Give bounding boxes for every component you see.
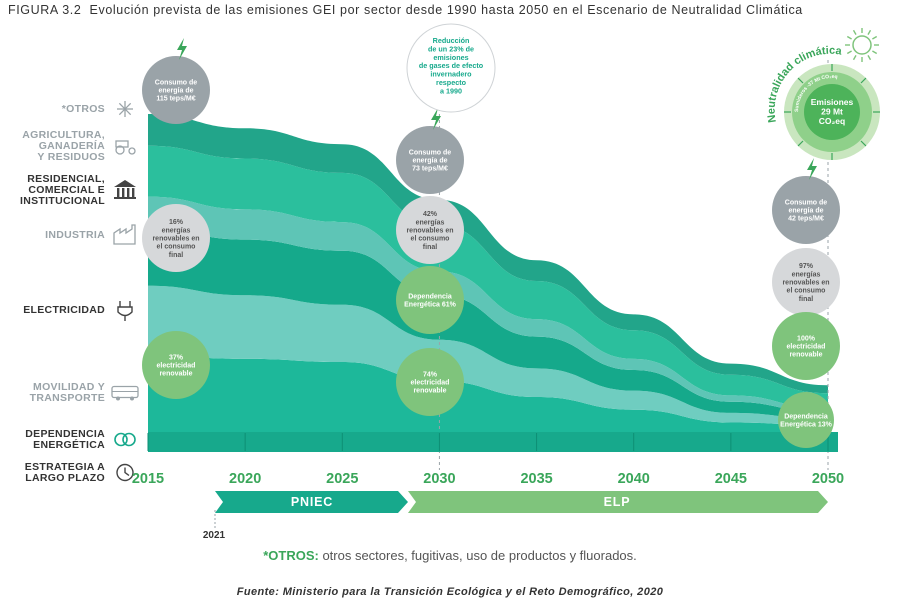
x-tick-2045: 2045 — [715, 471, 747, 487]
area-industria — [148, 228, 828, 420]
bubble-2015-industria: 16% energías renovables en el consumo final — [142, 204, 210, 272]
sector-label-dependencia: DEPENDENCIA ENERGÉTICA — [25, 428, 105, 451]
reduction-note: Reducción de un 23% de emisiones de gases d… — [406, 23, 496, 113]
figure-number: FIGURA 3.2 — [8, 3, 82, 17]
elp-arrow — [408, 491, 828, 513]
inflow-arrow — [797, 140, 804, 147]
x-tick-2040: 2040 — [618, 471, 650, 487]
bubble-circle — [772, 248, 840, 316]
bubble-circle — [142, 331, 210, 399]
sector-label-elec: ELECTRICIDAD — [23, 304, 105, 316]
bubble-text: Dependencia Energética 13% — [780, 413, 833, 428]
bubble-circle — [142, 56, 210, 124]
reduction-text: Reducción de un 23% de emisiones de gases d… — [419, 36, 484, 95]
bus-icon — [111, 385, 139, 401]
bubble-2030-movilidad: 74% electricidad renovable — [396, 348, 464, 416]
x-tick-2025: 2025 — [326, 471, 358, 487]
bubble-text: 74% electricidad renovable — [411, 371, 450, 394]
dependency-bar — [148, 432, 838, 452]
sector-label-otros: *OTROS — [62, 103, 105, 115]
bubble-2030-elec: Dependencia Energética 61% — [396, 266, 464, 334]
bubble-2015-otros: Consumo de energía de 115 teps/M€ — [142, 38, 210, 124]
neutrality-emissions-text: Emisiones 29 Mt CO₂eq — [811, 97, 854, 126]
inflow-arrow — [860, 140, 867, 147]
bolt-icon — [807, 158, 817, 180]
bubble-text: 100% electricidad renovable — [787, 335, 826, 358]
sector-label-resid: RESIDENCIAL, COMERCIAL E INSTITUCIONAL — [20, 173, 105, 207]
bubble-text: 42% energías renovables en el consumo final — [406, 211, 453, 251]
pniec-label: PNIEC — [291, 495, 333, 509]
inflow-arrow — [797, 77, 804, 84]
area-agri — [148, 145, 828, 410]
bubble-2015-movilidad: 37% electricidad renovable — [142, 331, 210, 399]
bubble-text: Consumo de energía de 73 teps/M€ — [409, 149, 451, 172]
clock-icon — [116, 463, 134, 482]
area-movilidad — [148, 355, 828, 432]
x-tick-2015: 2015 — [132, 471, 164, 487]
timeline-start-year: 2021 — [203, 530, 226, 541]
bubble-2050-resid: Consumo de energía de 42 teps/M€ — [772, 158, 840, 244]
bubble-circle — [142, 204, 210, 272]
area-otros — [148, 114, 828, 394]
source-text: Fuente: Ministerio para la Transición Ec… — [236, 586, 664, 598]
x-tick-2050: 2050 — [812, 471, 844, 487]
bubble-text: Dependencia Energética 61% — [404, 293, 457, 308]
sector-label-estrategia: ESTRATEGIA A LARGO PLAZO — [25, 461, 105, 484]
footnote-text: otros sectores, fugitivas, uso de produc… — [318, 548, 637, 563]
bubble-2030-industria: 42% energías renovables en el consumo final — [396, 196, 464, 264]
bubble-text: Consumo de energía de 115 teps/M€ — [155, 79, 197, 102]
sector-icons — [111, 101, 139, 482]
inflow-arrow — [860, 77, 867, 84]
tractor-icon — [115, 140, 136, 155]
sector-label-movilidad: MOVILIDAD Y TRANSPORTE — [30, 381, 105, 404]
source-note: Fuente: Ministerio para la Transición Ec… — [0, 586, 900, 598]
area-resid — [148, 196, 828, 413]
plug-icon — [117, 301, 133, 321]
stacked-areas — [148, 114, 828, 432]
neutrality-core — [804, 84, 860, 140]
figure-title: FIGURA 3.2 Evolución prevista de las emi… — [8, 3, 803, 17]
bubble-text: 16% energías renovables en el consumo final — [152, 219, 199, 259]
bubble-circle — [396, 348, 464, 416]
bubble-circle — [396, 266, 464, 334]
pniec-arrow — [215, 491, 408, 513]
bubble-2050-elec: 100% electricidad renovable — [772, 312, 840, 380]
reduction-circle — [406, 23, 496, 113]
figure-title-text: Evolución prevista de las emisiones GEI … — [89, 3, 803, 17]
snowflake-icon — [117, 101, 133, 117]
bubble-circle — [778, 392, 834, 448]
x-tick-2030: 2030 — [423, 471, 455, 487]
sun-icon — [845, 28, 879, 62]
x-tick-2020: 2020 — [229, 471, 261, 487]
elp-label: ELP — [604, 495, 631, 509]
bubble-circle — [396, 196, 464, 264]
area-elec — [148, 285, 828, 426]
bubble-2050-industria: 97% energías renovables en el consumo final — [772, 248, 840, 316]
rings-icon — [114, 432, 136, 447]
bubble-text: 37% electricidad renovable — [157, 354, 196, 377]
indicator-bubbles: Consumo de energía de 115 teps/M€ 16% energí… — [142, 38, 840, 448]
bubble-2050-dependencia: Dependencia Energética 13% — [778, 392, 834, 448]
bubble-circle — [772, 312, 840, 380]
x-tick-labels: 2015 2020 2025 2030 2035 2040 2045 2050 — [132, 471, 844, 487]
bubble-circle — [396, 126, 464, 194]
strategy-timeline: PNIEC ELP 2021 — [203, 491, 828, 541]
footnote: *OTROS: otros sectores, fugitivas, uso d… — [0, 548, 900, 563]
dependency-band — [147, 432, 838, 452]
bolt-icon — [177, 38, 187, 60]
factory-icon — [113, 224, 136, 245]
sector-labels: *OTROS AGRICULTURA, GANADERÍA Y RESIDUOS RES… — [20, 103, 105, 484]
bubble-text: 97% energías renovables en el consumo final — [782, 263, 829, 303]
sector-label-industria: INDUSTRIA — [45, 229, 105, 241]
sector-label-agri: AGRICULTURA, GANADERÍA Y RESIDUOS — [22, 129, 105, 163]
bubble-2030-resid: Consumo de energía de 73 teps/M€ — [396, 108, 464, 194]
footnote-label: *OTROS: — [263, 548, 319, 563]
bubble-text: Consumo de energía de 42 teps/M€ — [785, 199, 827, 222]
bolt-icon — [431, 108, 441, 130]
x-tick-2035: 2035 — [520, 471, 552, 487]
bubble-circle — [772, 176, 840, 244]
building-icon — [114, 180, 136, 199]
